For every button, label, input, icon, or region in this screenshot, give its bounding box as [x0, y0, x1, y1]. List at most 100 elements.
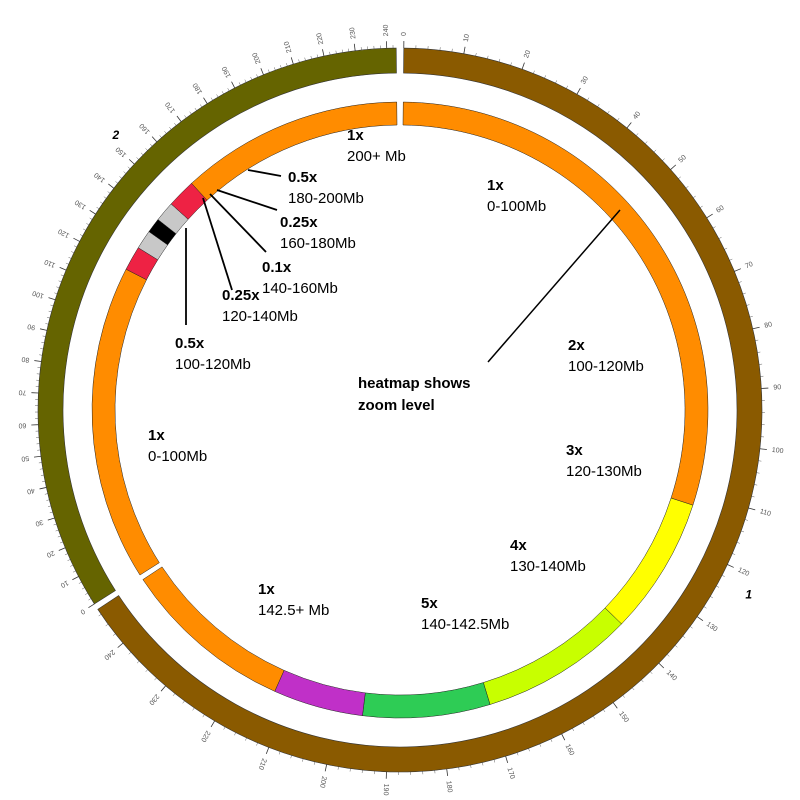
tick-mark — [475, 53, 477, 57]
zoom-segment-chr1-5 — [142, 566, 285, 692]
tick-label: 50 — [677, 154, 688, 164]
tick-mark — [335, 50, 337, 54]
tick-mark — [89, 217, 93, 220]
tick-label: 200 — [318, 775, 327, 788]
tick-mark — [329, 51, 331, 55]
tick-mark — [280, 65, 282, 69]
zoom-label: 0.25x — [222, 287, 260, 304]
tick-mark — [658, 662, 665, 669]
tick-label: 80 — [764, 321, 773, 330]
tick-mark — [117, 642, 124, 648]
tick-mark — [72, 576, 79, 581]
tick-label: 130 — [74, 198, 88, 210]
tick-mark — [632, 687, 635, 691]
tick-mark — [70, 564, 74, 567]
tick-mark — [337, 766, 339, 770]
zoom-segment-chr2-6 — [191, 101, 398, 201]
tick-mark — [221, 91, 224, 95]
tick-mark — [108, 183, 115, 189]
tick-mark — [88, 603, 95, 609]
tick-mark — [274, 67, 276, 71]
tick-mark — [128, 159, 135, 165]
zoom-heatmap-ring — [91, 101, 709, 719]
tick-mark — [487, 55, 489, 59]
tick-label: 170 — [164, 100, 177, 114]
chromosome-2-ideogram — [37, 47, 397, 605]
tick-mark — [322, 49, 325, 57]
zoom-label: 0.25x — [280, 214, 318, 231]
range-label: 160-180Mb — [280, 235, 356, 252]
tick-mark — [210, 720, 215, 728]
tick-mark — [636, 133, 639, 136]
tick-mark — [316, 54, 318, 58]
tick-mark — [42, 335, 46, 337]
tick-mark — [60, 541, 63, 544]
tick-mark — [192, 707, 195, 711]
tick-mark — [754, 484, 758, 486]
tick-mark — [200, 104, 203, 108]
tick-mark — [748, 507, 756, 511]
tick-mark — [33, 455, 42, 458]
tick-mark — [140, 152, 144, 156]
tick-mark — [572, 728, 574, 732]
zoom-label: 0.5x — [288, 169, 318, 186]
tick-mark — [742, 292, 746, 295]
tick-label: 30 — [34, 518, 44, 527]
tick-mark — [738, 281, 742, 283]
tick-label: 130 — [705, 621, 719, 633]
tick-mark — [136, 157, 139, 160]
tick-label: 190 — [221, 65, 233, 79]
tick-mark — [159, 135, 162, 138]
tick-mark — [45, 323, 49, 325]
tick-mark — [576, 87, 581, 95]
tick-mark — [223, 726, 226, 730]
tick-mark — [238, 82, 241, 86]
tick-mark — [136, 660, 140, 664]
tick-mark — [729, 258, 733, 261]
range-label: 0-100Mb — [148, 448, 207, 465]
tick-mark — [521, 62, 525, 70]
tick-mark — [47, 505, 51, 507]
tick-mark — [752, 326, 760, 330]
tick-mark — [304, 57, 306, 61]
zoom-segment-chr1-4 — [274, 670, 366, 716]
tick-mark — [145, 669, 148, 672]
tick-mark — [57, 535, 61, 538]
tick-mark — [759, 448, 767, 450]
tick-mark — [46, 499, 50, 501]
tick-mark — [71, 251, 75, 253]
tick-mark — [298, 59, 300, 63]
tick-mark — [685, 186, 689, 189]
tick-mark — [528, 748, 530, 752]
tick-label: 70 — [744, 261, 754, 270]
tick-mark — [86, 223, 90, 226]
tick-mark — [98, 614, 102, 617]
tick-mark — [641, 679, 644, 683]
tick-mark — [313, 761, 316, 765]
tick-mark — [666, 654, 670, 657]
tick-mark — [216, 94, 219, 98]
tick-mark — [670, 164, 677, 170]
zoom-label: 4x — [510, 537, 527, 554]
range-label: 100-120Mb — [568, 358, 644, 375]
tick-mark — [706, 213, 713, 219]
leader-line — [216, 189, 278, 211]
callout-pointer-line — [487, 209, 621, 363]
tick-mark — [112, 633, 116, 636]
tick-mark — [650, 671, 653, 674]
tick-mark — [682, 635, 686, 639]
tick-mark — [56, 286, 60, 288]
tick-mark — [145, 148, 148, 151]
tick-label: 60 — [715, 205, 725, 215]
tick-mark — [721, 575, 725, 577]
tick-mark — [268, 69, 270, 73]
tick-mark — [617, 118, 620, 121]
tick-mark — [566, 85, 568, 89]
tick-mark — [39, 328, 47, 331]
tick-mark — [690, 626, 693, 629]
tick-mark — [244, 79, 247, 83]
tick-mark — [544, 75, 546, 79]
tick-mark — [310, 55, 312, 60]
range-label: 142.5+ Mb — [258, 602, 329, 619]
ideogram-ring — [37, 47, 763, 773]
